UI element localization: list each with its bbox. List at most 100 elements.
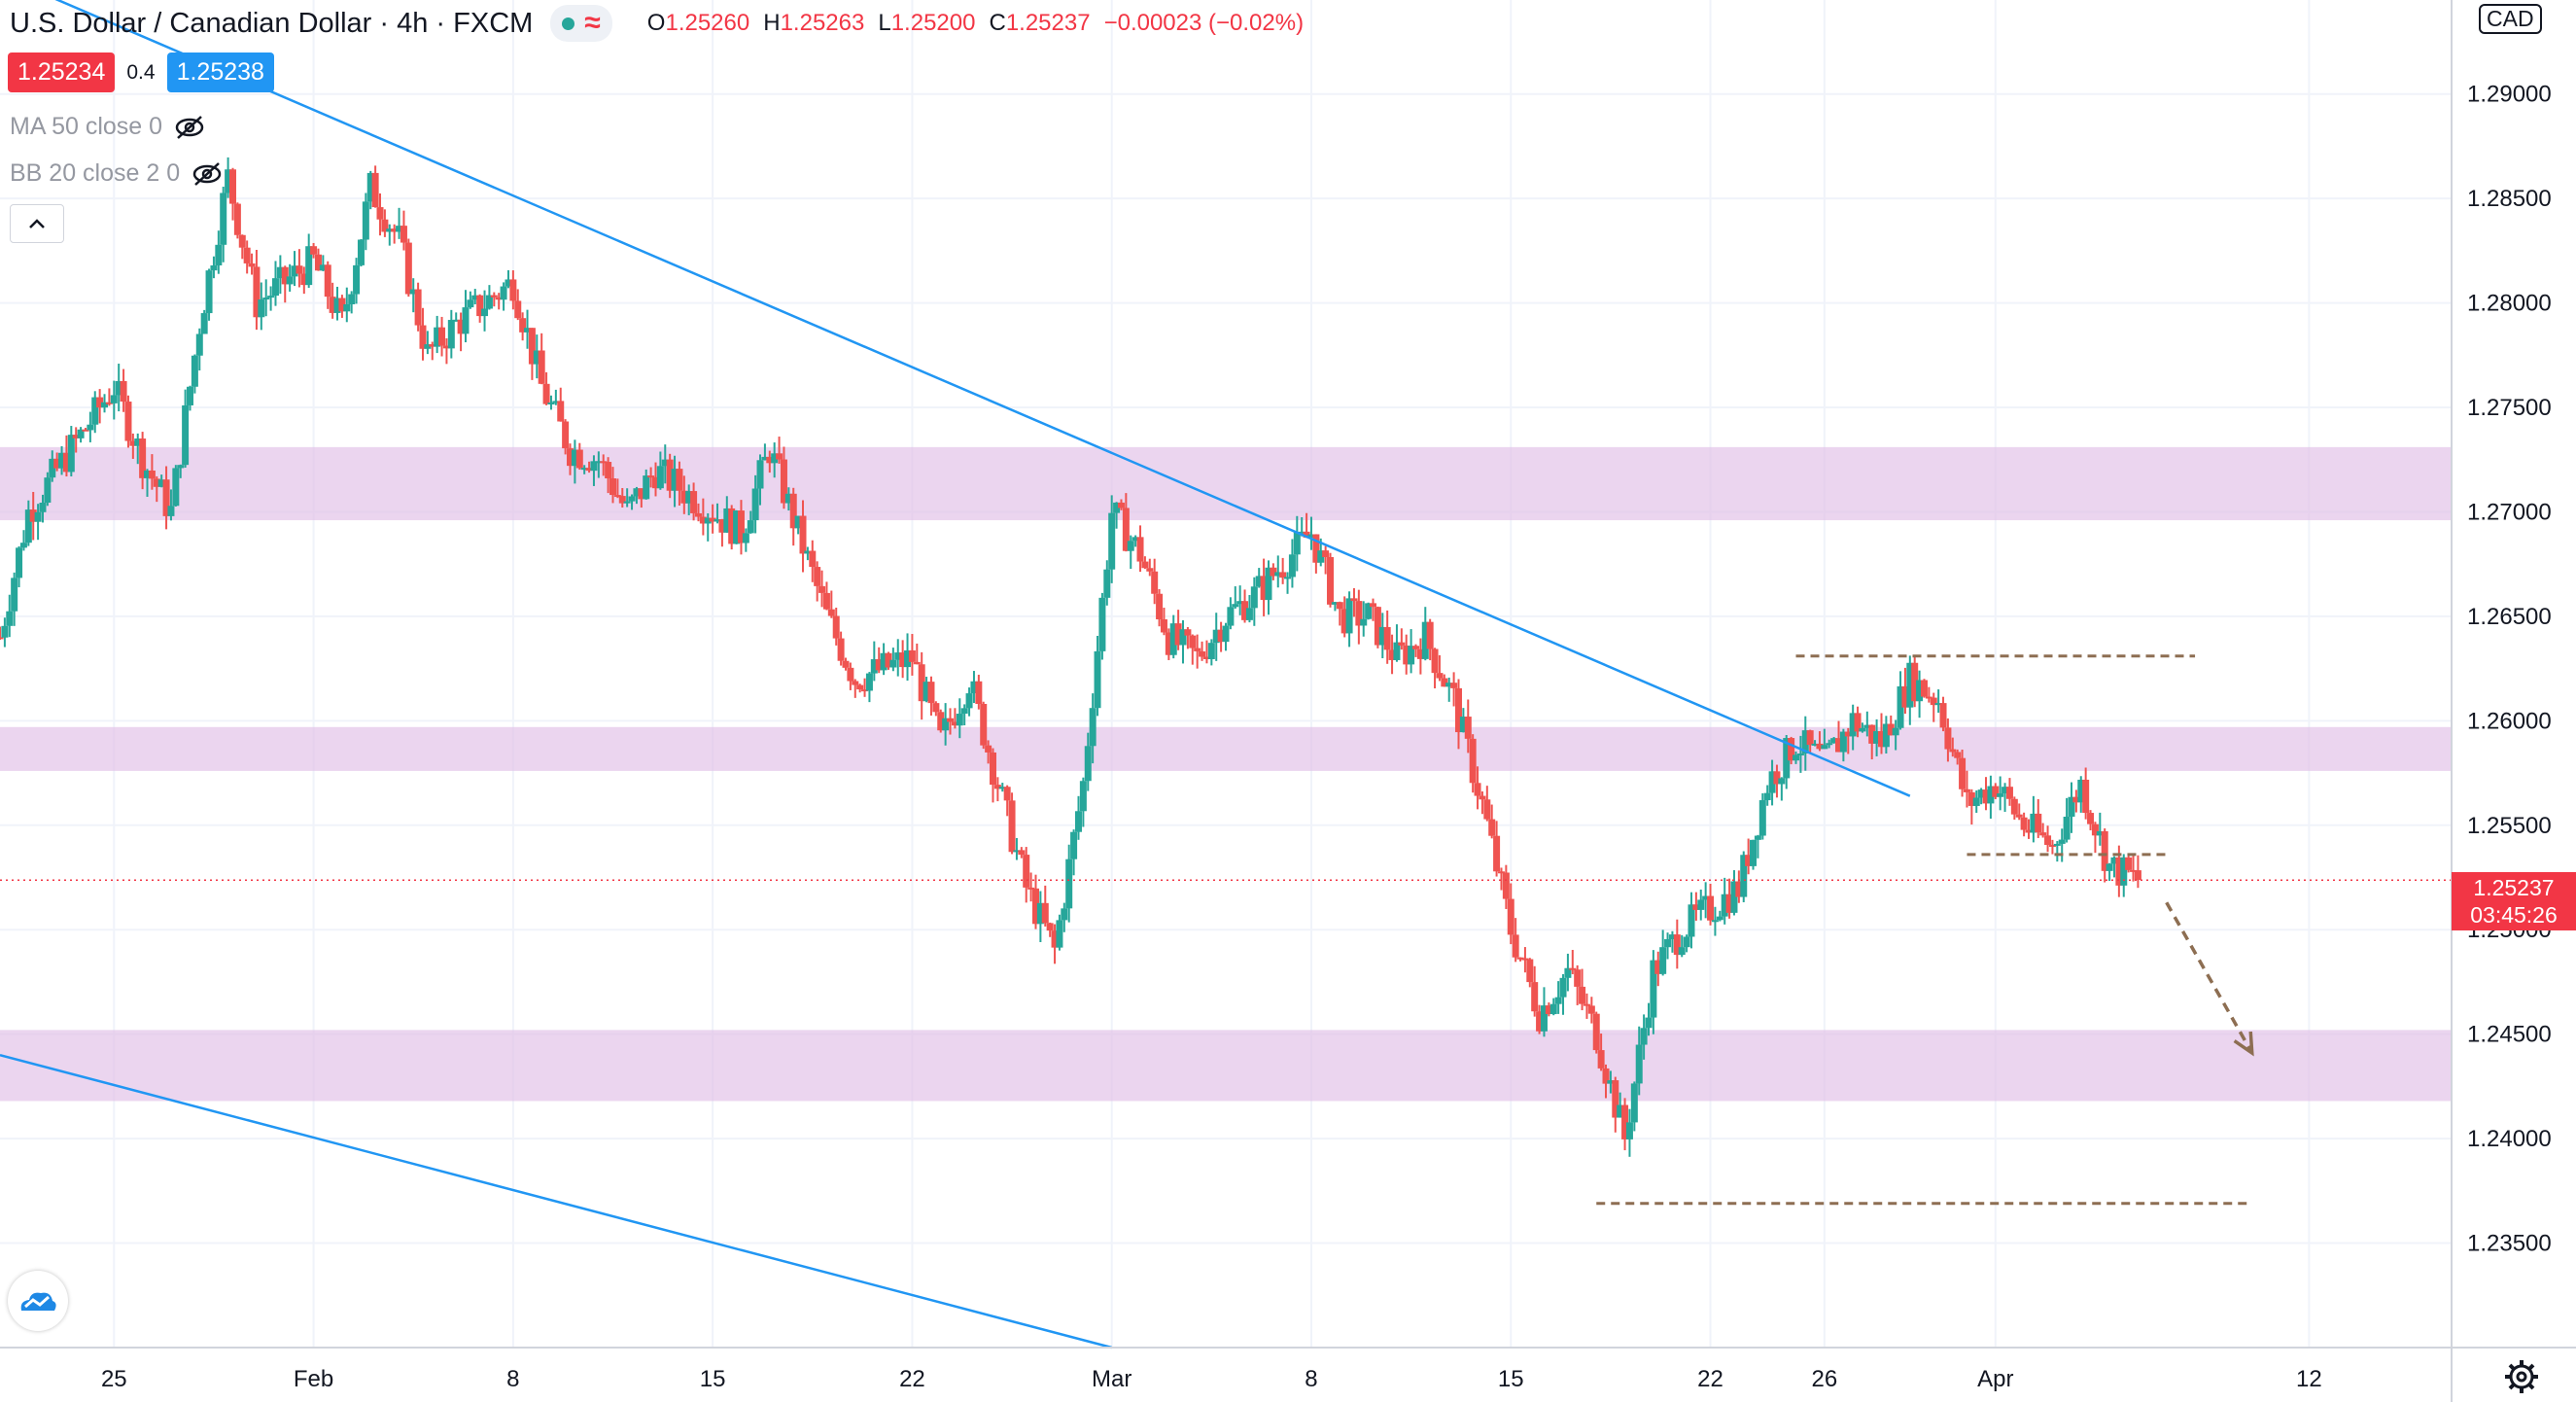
candle-body [1, 625, 9, 638]
candle-body [210, 264, 218, 271]
candle-body [1630, 1083, 1638, 1123]
candle-body [647, 475, 655, 478]
candle-body [1854, 713, 1862, 732]
candle-body [1683, 936, 1690, 948]
candle-body [889, 659, 897, 668]
candle-body [1307, 534, 1315, 538]
candle-body [942, 718, 950, 731]
candle-body [671, 469, 679, 491]
candle-body [1098, 597, 1106, 651]
interval-label: 4h [397, 7, 429, 39]
candle-body [856, 684, 864, 690]
candle-body [162, 479, 170, 516]
currency-badge[interactable]: CAD [2479, 4, 2542, 34]
candle-body [960, 708, 968, 715]
candle-body [253, 266, 261, 318]
candle-body [2077, 779, 2085, 803]
horizontal-levels[interactable] [0, 654, 2452, 1206]
candle-body [818, 585, 826, 593]
candle-body [1365, 603, 1373, 619]
candle-body [343, 303, 351, 312]
candle-body [1207, 643, 1215, 659]
candle-body [225, 169, 232, 193]
price-zone [0, 1030, 2452, 1102]
gear-icon[interactable] [2502, 1357, 2541, 1396]
collapse-legend-button[interactable] [10, 204, 64, 243]
tradingview-logo[interactable] [8, 1271, 68, 1331]
projection-arrow[interactable] [2165, 901, 2254, 1057]
indicator-bb[interactable]: BB 20 close 2 0 [10, 159, 225, 188]
candle-body [524, 328, 532, 333]
candle-body [400, 226, 407, 243]
candle-body [680, 490, 688, 504]
candle-body [1345, 598, 1353, 634]
candle-body [714, 519, 721, 522]
status-pill[interactable]: ≈ [550, 5, 612, 42]
candle-body [1450, 683, 1458, 688]
candle-body [2134, 870, 2141, 881]
candle-body [1165, 632, 1172, 655]
candle-body [1222, 625, 1230, 643]
candle-body [187, 386, 194, 405]
candle-body [1416, 648, 1424, 659]
y-tick-label: 1.27500 [2467, 395, 2552, 421]
x-tick-label: 15 [700, 1366, 726, 1392]
candle-body [1725, 894, 1733, 913]
candle-body [1587, 1005, 1595, 1014]
candle-body [96, 397, 104, 408]
candle-body [305, 246, 313, 286]
change-value: −0.00023 (−0.02%) [1103, 10, 1305, 36]
candle-body [1189, 635, 1197, 648]
candle-body [947, 718, 955, 722]
symbol-title[interactable]: U.S. Dollar / Canadian Dollar · 4h · FXC… [10, 7, 534, 39]
candle-body [2087, 813, 2095, 824]
candle-body [39, 503, 47, 512]
candle-body [1479, 795, 1486, 800]
candle-body [1227, 607, 1235, 626]
candle-body [1160, 619, 1167, 633]
eye-crossed-icon[interactable] [190, 160, 225, 188]
candle-body [870, 659, 878, 674]
candle-body [1916, 680, 1924, 702]
candle-body [1920, 680, 1928, 697]
candle-body [2106, 863, 2113, 871]
trendlines[interactable] [0, 0, 1911, 1349]
candle-body [1113, 502, 1121, 513]
candle-body [1488, 819, 1496, 836]
candle-body [1531, 982, 1539, 1012]
candle-body [1967, 791, 1975, 806]
candle-body [1497, 871, 1505, 874]
candle-body [1882, 723, 1890, 748]
candle-body [666, 459, 674, 491]
candle-body [1212, 629, 1220, 644]
candle-body [1740, 855, 1748, 897]
chart-grid [0, 0, 2452, 1348]
candle-body [2096, 830, 2104, 836]
candle-body [643, 475, 650, 500]
candle-body [1821, 745, 1828, 750]
candle-body [1597, 1050, 1605, 1069]
candle-body [1768, 771, 1776, 793]
x-tick-label: 12 [2296, 1366, 2322, 1392]
eye-crossed-icon[interactable] [172, 114, 207, 141]
candle-body [457, 319, 465, 334]
buy-button[interactable]: 1.25238 [166, 53, 274, 92]
candle-body [233, 203, 241, 235]
candle-body [2010, 798, 2018, 815]
indicator-ma[interactable]: MA 50 close 0 [10, 113, 207, 141]
candle-body [557, 401, 565, 422]
x-tick-label: Feb [294, 1366, 333, 1392]
candle-body [91, 397, 99, 425]
candle-body [72, 435, 80, 438]
candle-body [296, 265, 303, 274]
candle-body [927, 682, 935, 704]
sell-button[interactable]: 1.25234 [8, 53, 116, 92]
candle-body [1493, 835, 1501, 872]
candle-body [58, 452, 66, 469]
candle-body [1721, 894, 1728, 917]
candle-body [1930, 697, 1937, 706]
candle-body [1839, 731, 1847, 753]
candle-body [1303, 531, 1310, 538]
